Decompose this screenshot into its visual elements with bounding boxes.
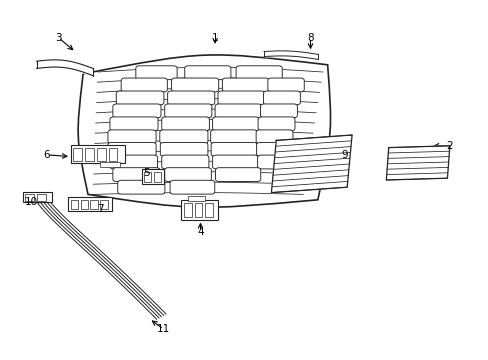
Text: 9: 9: [341, 150, 347, 160]
Text: 7: 7: [97, 204, 103, 214]
Bar: [143, 172, 151, 182]
Text: 2: 2: [446, 141, 452, 151]
Text: 8: 8: [306, 33, 313, 43]
Bar: [81, 200, 88, 209]
FancyBboxPatch shape: [162, 117, 209, 131]
FancyBboxPatch shape: [256, 130, 292, 144]
Polygon shape: [271, 135, 351, 193]
Bar: [142, 169, 163, 184]
Bar: [23, 192, 52, 202]
Bar: [183, 203, 191, 217]
Bar: [85, 148, 94, 161]
FancyBboxPatch shape: [170, 180, 214, 194]
Bar: [100, 200, 107, 209]
FancyBboxPatch shape: [184, 66, 230, 80]
FancyBboxPatch shape: [256, 143, 292, 156]
Bar: [181, 200, 217, 220]
FancyBboxPatch shape: [167, 91, 214, 105]
FancyBboxPatch shape: [215, 104, 261, 118]
Text: 10: 10: [25, 197, 38, 207]
Bar: [71, 145, 124, 163]
FancyBboxPatch shape: [110, 117, 158, 131]
FancyBboxPatch shape: [108, 143, 156, 156]
Bar: [73, 148, 82, 161]
FancyBboxPatch shape: [113, 168, 160, 181]
PathPatch shape: [78, 55, 330, 207]
Bar: [205, 203, 213, 217]
Text: 11: 11: [157, 324, 170, 334]
FancyBboxPatch shape: [110, 155, 157, 169]
Text: 3: 3: [55, 33, 62, 43]
FancyBboxPatch shape: [212, 155, 258, 169]
Polygon shape: [37, 59, 93, 76]
Bar: [37, 194, 46, 201]
Bar: [68, 197, 112, 211]
FancyBboxPatch shape: [136, 66, 177, 80]
FancyBboxPatch shape: [113, 104, 161, 118]
FancyBboxPatch shape: [212, 117, 259, 131]
FancyBboxPatch shape: [164, 104, 211, 118]
Bar: [71, 200, 78, 209]
Bar: [97, 148, 105, 161]
FancyBboxPatch shape: [263, 91, 300, 105]
FancyBboxPatch shape: [218, 91, 264, 105]
FancyBboxPatch shape: [215, 168, 260, 181]
Text: 6: 6: [43, 150, 50, 160]
Text: 5: 5: [143, 168, 150, 178]
Bar: [153, 172, 161, 182]
FancyBboxPatch shape: [108, 130, 156, 144]
FancyBboxPatch shape: [160, 130, 207, 144]
FancyBboxPatch shape: [236, 66, 282, 80]
FancyBboxPatch shape: [210, 130, 257, 144]
Bar: [194, 203, 202, 217]
FancyBboxPatch shape: [211, 143, 257, 156]
Text: 1: 1: [211, 33, 218, 43]
FancyBboxPatch shape: [121, 78, 167, 92]
Text: 4: 4: [197, 227, 203, 237]
FancyBboxPatch shape: [258, 117, 294, 131]
FancyBboxPatch shape: [116, 91, 163, 105]
Bar: [100, 162, 120, 167]
FancyBboxPatch shape: [162, 155, 208, 169]
Bar: [25, 194, 34, 201]
Bar: [188, 196, 205, 201]
FancyBboxPatch shape: [118, 180, 164, 194]
FancyBboxPatch shape: [222, 78, 268, 92]
Bar: [108, 148, 117, 161]
Polygon shape: [386, 146, 449, 180]
FancyBboxPatch shape: [260, 104, 297, 118]
FancyBboxPatch shape: [171, 78, 218, 92]
FancyBboxPatch shape: [164, 168, 211, 181]
FancyBboxPatch shape: [160, 143, 207, 156]
FancyBboxPatch shape: [257, 155, 292, 169]
Polygon shape: [264, 50, 317, 60]
FancyBboxPatch shape: [267, 78, 304, 92]
Bar: [90, 200, 98, 209]
